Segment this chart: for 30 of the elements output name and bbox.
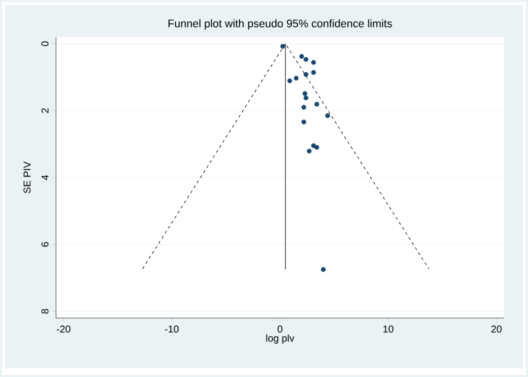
x-tick-label: -10 xyxy=(165,326,179,333)
x-tick-label: 0 xyxy=(278,326,282,333)
point xyxy=(304,72,308,77)
x-tick-label: 20 xyxy=(491,326,502,333)
y-axis-title: SE PIV xyxy=(24,161,31,194)
point xyxy=(304,95,308,100)
point xyxy=(302,91,308,96)
y-tick-label: 6 xyxy=(41,242,48,247)
chart-title: Funnel plot with pseudo 95% confidence limits xyxy=(168,19,392,30)
point xyxy=(306,148,312,154)
point xyxy=(314,102,320,107)
y-tick-label: 0 xyxy=(41,41,48,46)
point xyxy=(311,70,316,75)
point xyxy=(320,267,326,272)
point xyxy=(314,145,320,150)
point xyxy=(325,113,330,118)
point xyxy=(287,78,292,84)
point xyxy=(294,76,299,81)
point xyxy=(299,54,304,59)
y-tick-label: 8 xyxy=(41,308,48,314)
point xyxy=(280,44,286,49)
x-tick-label: -20 xyxy=(56,326,70,333)
point xyxy=(301,120,306,124)
x-tick-label: 10 xyxy=(383,326,394,333)
point xyxy=(304,57,308,62)
point xyxy=(311,60,316,65)
x-axis-title: log plv xyxy=(266,334,294,344)
y-tick-label: 4 xyxy=(42,175,48,180)
point xyxy=(301,104,306,110)
y-tick-label: 2 xyxy=(42,108,48,113)
